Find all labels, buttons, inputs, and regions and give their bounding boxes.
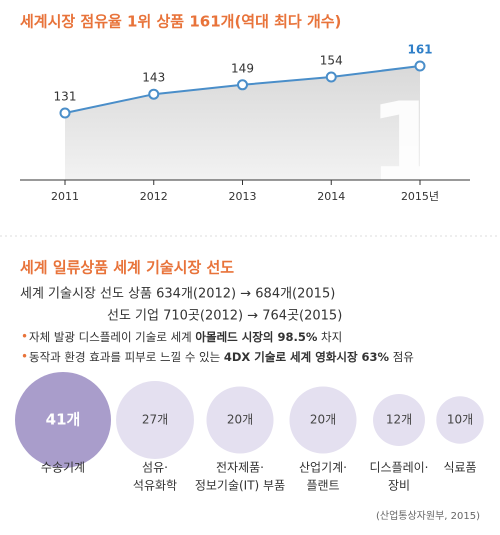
x-tick-label: 2015년 <box>401 190 439 203</box>
category-label: 플랜트 <box>306 479 339 493</box>
text: 동작과 환경 효과를 피부로 느낄 수 있는 <box>29 350 224 364</box>
value-label: 41개 <box>46 411 81 429</box>
value-label: 12개 <box>386 413 412 427</box>
value-label: 154 <box>320 53 343 67</box>
line-chart: 1 131 2011 143 2012 149 2013 154 2014 161 2015년 <box>20 43 470 206</box>
value-label: 20개 <box>310 413 336 427</box>
category-label: 장비 <box>388 479 410 493</box>
category-label: 수송기계 <box>41 461 85 475</box>
highlight-line: 세계 기술시장 선도 상품 634개(2012) → 684개(2015) <box>20 287 335 302</box>
value-label: 149 <box>231 61 254 75</box>
x-tick-label: 2013 <box>229 190 257 203</box>
bubble <box>436 396 484 444</box>
bullet-marker: • <box>21 350 28 364</box>
category-label: 전자제품· <box>216 461 264 475</box>
category-label: 정보기술(IT) 부품 <box>195 479 285 493</box>
value-label: 143 <box>142 71 165 85</box>
x-tick-label: 2014 <box>317 190 345 203</box>
bubble <box>373 394 425 446</box>
value-label: 131 <box>54 90 77 104</box>
x-tick-label: 2011 <box>51 190 79 203</box>
bubble <box>289 386 357 454</box>
point <box>237 79 248 91</box>
highlight-line: 선도 기업 710곳(2012) → 764곳(2015) <box>107 309 342 324</box>
x-tick-label: 2012 <box>140 190 168 203</box>
category-label: 석유화학 <box>133 479 177 493</box>
bold-text: 4DX 기술로 세계 영화시장 63% <box>224 350 390 364</box>
bullet-marker: • <box>21 330 28 344</box>
bubble <box>116 381 194 459</box>
value-label: 10개 <box>447 413 473 427</box>
text: 차지 <box>317 330 342 344</box>
bullet-text: 동작과 환경 효과를 피부로 느낄 수 있는 4DX 기술로 세계 영화시장 6… <box>29 350 414 364</box>
category-label: 식료품 <box>443 461 476 475</box>
bold-text: 아몰레드 시장의 98.5% <box>195 330 317 344</box>
section-title: 세계 일류상품 세계 기술시장 선도 <box>20 259 234 277</box>
text: 점유 <box>389 350 414 364</box>
value-label: 27개 <box>142 413 168 427</box>
watermark: 1 <box>368 78 445 206</box>
point <box>148 88 160 100</box>
category-label: 산업기계· <box>299 461 347 475</box>
chart-title: 세계시장 점유율 1위 상품 161개(역대 최다 개수) <box>20 13 341 31</box>
point <box>325 71 337 83</box>
text: 자체 발광 디스플레이 기술로 세계 <box>29 330 195 344</box>
point <box>414 60 426 72</box>
value-label: 20개 <box>227 413 253 427</box>
bullet-text: 자체 발광 디스플레이 기술로 세계 아몰레드 시장의 98.5% 차지 <box>29 330 342 344</box>
bullets: • 자체 발광 디스플레이 기술로 세계 아몰레드 시장의 98.5% 차지• 동작… <box>21 330 414 364</box>
value-label: 161 <box>407 43 432 57</box>
category-label: 디스플레이· <box>369 461 428 475</box>
source: (산업통상자원부, 2015) <box>376 509 480 522</box>
category-label: 섬유· <box>142 461 168 475</box>
point <box>59 107 71 119</box>
bubble <box>15 372 111 468</box>
bubble <box>206 386 274 454</box>
